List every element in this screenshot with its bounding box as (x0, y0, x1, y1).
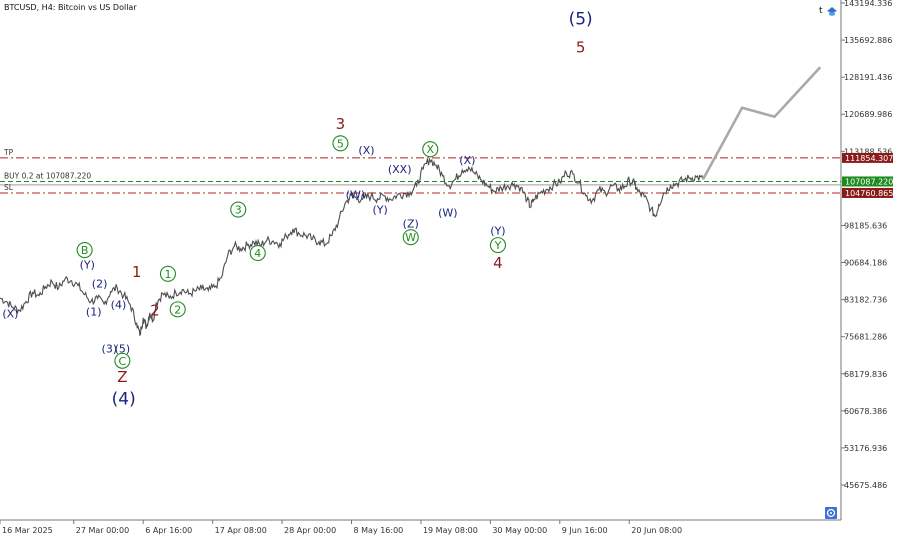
y-tick-label: 90684.186 (844, 259, 887, 268)
wave-label: (W) (346, 189, 365, 202)
y-tick-label: 68179.836 (844, 370, 887, 379)
wave-label: B (81, 244, 89, 257)
price-series-line (0, 157, 704, 337)
y-tick-label: 135692.886 (844, 36, 892, 45)
wave-circle (114, 352, 131, 369)
y-tick-label: 98185.636 (844, 221, 887, 230)
wave-label: (W) (438, 206, 457, 219)
wave-label: Z (117, 368, 127, 386)
wave-circle (402, 229, 419, 246)
wave-label: (5) (115, 342, 131, 355)
y-tick-label: 83182.736 (844, 296, 887, 305)
wave-circle (76, 242, 93, 259)
x-tick-label: 30 May 00:00 (492, 526, 547, 535)
hat-icon[interactable] (826, 6, 838, 17)
wave-label: (Y) (372, 204, 387, 217)
wave-label: (2) (92, 278, 108, 291)
wave-label: (3) (102, 342, 118, 355)
wave-label: Y (494, 239, 502, 252)
wave-circle (169, 301, 186, 318)
wave-label: (X) (2, 307, 18, 320)
wave-label: (Y) (490, 224, 505, 237)
level-label: BUY 0.2 at 107087.220 (4, 171, 91, 180)
level-tag-bg (842, 176, 893, 187)
wave-label: 1 (164, 268, 171, 281)
level-tag-bg (842, 187, 893, 198)
level-label: TP (3, 148, 14, 157)
wave-label: 5 (337, 137, 344, 150)
wave-label: 3 (336, 115, 346, 133)
x-tick-label: 20 Jun 08:00 (631, 526, 682, 535)
wave-label: 4 (254, 247, 261, 260)
wave-label: 1 (132, 263, 142, 281)
wave-circle (422, 141, 439, 158)
x-tick-label: 16 Mar 2025 (2, 526, 53, 535)
corner-letter: t (819, 6, 823, 16)
wave-label: 4 (493, 254, 503, 272)
wave-label: (X) (459, 154, 475, 167)
level-label: SL (4, 183, 14, 192)
wave-circle (489, 237, 507, 254)
wave-circle (249, 244, 266, 262)
y-tick-label: 75681.286 (844, 333, 887, 342)
wave-label: (1) (86, 305, 102, 318)
y-tick-label: 45675.486 (844, 481, 887, 490)
target-circle-icon[interactable] (825, 507, 837, 519)
wave-label: (X) (358, 144, 374, 157)
y-tick-label: 113188.536 (844, 147, 892, 156)
wave-label: X (426, 143, 434, 156)
wave-label: (Z) (403, 217, 419, 230)
level-tag: 107087.220 (845, 177, 893, 186)
x-tick-label: 8 May 16:00 (354, 526, 404, 535)
x-tick-label: 6 Apr 16:00 (145, 526, 192, 535)
level-tag: 104760.865 (845, 189, 893, 198)
wave-label: W (405, 231, 416, 244)
level-tag-bg (842, 152, 893, 163)
wave-label: (XX) (388, 163, 412, 176)
wave-label: C (119, 355, 127, 368)
x-tick-label: 28 Apr 00:00 (284, 526, 336, 535)
x-tick-label: 17 Apr 08:00 (215, 526, 267, 535)
wave-label: 2 (150, 301, 160, 319)
x-tick-label: 19 May 08:00 (423, 526, 478, 535)
level-tag: 111854.307 (845, 154, 893, 163)
wave-label: (Y) (80, 258, 95, 271)
wave-label: (5) (569, 10, 593, 30)
wave-label: 2 (174, 303, 181, 316)
projection-line (701, 66, 822, 181)
x-tick-label: 27 Mar 00:00 (76, 526, 129, 535)
wave-label: 5 (576, 38, 586, 56)
x-tick-label: 9 Jun 16:00 (562, 526, 608, 535)
wave-label: (4) (111, 298, 127, 311)
wave-circle (159, 265, 176, 282)
wave-circle (332, 135, 349, 152)
chart-title: BTCUSD, H4: Bitcoin vs US Dollar (4, 3, 137, 12)
y-tick-label: 143194.336 (844, 0, 892, 8)
wave-label: 3 (235, 204, 242, 217)
y-tick-label: 60678.386 (844, 407, 887, 416)
y-tick-label: 53176.936 (844, 444, 887, 453)
wave-circle (230, 201, 247, 218)
y-tick-label: 128191.436 (844, 73, 892, 82)
y-tick-label: 120689.986 (844, 110, 892, 119)
wave-label: (4) (112, 389, 136, 409)
